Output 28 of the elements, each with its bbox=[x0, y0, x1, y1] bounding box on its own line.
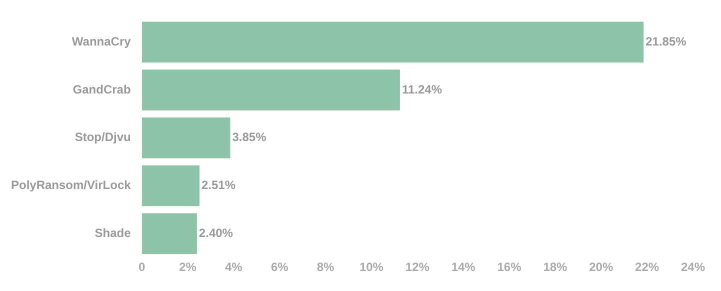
bar bbox=[142, 70, 400, 110]
x-tick-label: 8% bbox=[316, 260, 335, 274]
data-label: 2.51% bbox=[201, 178, 236, 192]
y-tick-label: PolyRansom/VirLock bbox=[10, 178, 132, 192]
x-tick-label: 4% bbox=[225, 260, 243, 274]
x-tick-label: 12% bbox=[405, 260, 430, 274]
x-tick-label: 10% bbox=[359, 260, 384, 274]
data-label: 11.24% bbox=[402, 82, 442, 96]
y-tick-label: GandCrab bbox=[72, 82, 131, 96]
bar bbox=[142, 118, 230, 158]
bar bbox=[142, 213, 197, 254]
x-tick-label: 2% bbox=[179, 260, 197, 274]
data-label: 21.85% bbox=[646, 34, 687, 48]
data-label: 2.40% bbox=[198, 226, 234, 240]
x-tick-label: 24% bbox=[680, 260, 706, 274]
data-label: 3.85% bbox=[232, 130, 267, 144]
bar bbox=[142, 165, 200, 206]
x-tick-label: 6% bbox=[270, 260, 289, 274]
y-tick-label: Shade bbox=[94, 226, 132, 240]
y-tick-label: WannaCry bbox=[72, 34, 132, 48]
x-tick-label: 0 bbox=[138, 260, 146, 274]
x-tick-label: 20% bbox=[589, 260, 614, 274]
bar bbox=[142, 22, 644, 62]
y-tick-label: Stop/Djvu bbox=[74, 130, 131, 144]
x-tick-label: 14% bbox=[451, 260, 476, 274]
x-tick-label: 16% bbox=[497, 260, 522, 274]
x-tick-label: 18% bbox=[543, 260, 568, 274]
x-tick-label: 22% bbox=[635, 260, 660, 274]
